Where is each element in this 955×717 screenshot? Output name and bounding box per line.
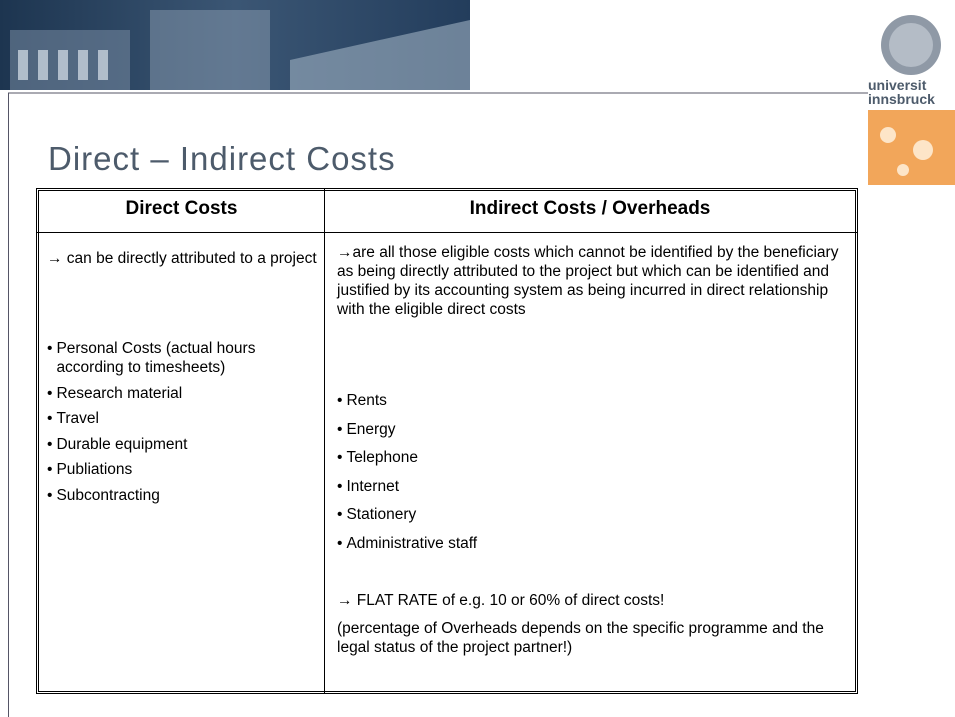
cell-intro: →are all those eligible costs which cann… xyxy=(337,244,839,318)
bullet: • xyxy=(337,506,343,523)
bullet: • xyxy=(47,486,53,504)
item-list: • Personal Costs (actual hours according … xyxy=(47,339,319,505)
indirect-cell: →are all those eligible costs which cann… xyxy=(337,243,852,657)
item-text: Internet xyxy=(346,477,399,495)
column-divider xyxy=(324,188,325,694)
bullet: • xyxy=(337,477,343,495)
note: (percentage of Overheads depends on the … xyxy=(337,620,824,656)
bullet: • xyxy=(47,410,53,427)
item-text: Research material xyxy=(56,384,183,402)
item-text: Rents xyxy=(346,392,387,409)
bullet: • xyxy=(47,461,53,478)
bullet: • xyxy=(47,435,53,453)
item-text: Personal Costs (actual hours according t… xyxy=(56,340,256,376)
bullet: • xyxy=(47,340,53,357)
banner xyxy=(0,0,870,94)
slide-title: Direct – Indirect Costs xyxy=(48,140,396,177)
item-text: Stationery xyxy=(346,506,417,523)
bullet-item: • Telephone xyxy=(337,448,852,467)
cell-intro: → can be directly attributed to a projec… xyxy=(47,250,317,267)
item-text: Durable equipment xyxy=(56,435,188,453)
logo-text: innsbruck xyxy=(868,91,935,107)
bullet-item: • Travel xyxy=(47,409,319,428)
item-text: Travel xyxy=(56,410,99,427)
bullet-item: • Administrative staff xyxy=(337,534,852,553)
bullet-item: • Stationery xyxy=(337,505,852,524)
item-text: Telephone xyxy=(346,449,418,466)
flat-rate: → FLAT RATE of e.g. 10 or 60% of direct … xyxy=(337,592,665,609)
left-rule xyxy=(8,93,9,717)
logo-text: universit xyxy=(868,77,927,93)
item-text: Energy xyxy=(346,420,396,438)
column-header: Indirect Costs / Overheads xyxy=(469,198,711,219)
bullet-item: • Durable equipment xyxy=(47,435,319,454)
header-rule xyxy=(36,232,858,233)
item-list: • Rents • Energy • Telephone • Internet • Station… xyxy=(337,391,852,591)
item-text: Publiations xyxy=(56,461,133,478)
bullet: • xyxy=(337,392,343,409)
bullet-item: • Personal Costs (actual hours according … xyxy=(47,339,319,377)
table xyxy=(36,188,858,694)
bullet-item: • Subcontracting xyxy=(47,486,319,505)
item-text: Subcontracting xyxy=(56,486,160,504)
column-header: Direct Costs xyxy=(125,198,238,219)
bullet-item: • Publiations xyxy=(47,460,319,479)
bullet-item: • Rents xyxy=(337,391,852,410)
item-text: Administrative staff xyxy=(346,534,478,552)
bullet-item: • Energy xyxy=(337,420,852,439)
bullet-item: • Research material xyxy=(47,384,319,403)
bullet: • xyxy=(337,449,343,466)
bullet: • xyxy=(337,420,343,438)
bullet: • xyxy=(337,534,343,552)
bullet: • xyxy=(47,384,53,402)
logo: universit innsbruck xyxy=(868,0,955,185)
bullet-item: • Internet xyxy=(337,477,852,496)
direct-cell: → can be directly attributed to a projec… xyxy=(47,249,319,511)
